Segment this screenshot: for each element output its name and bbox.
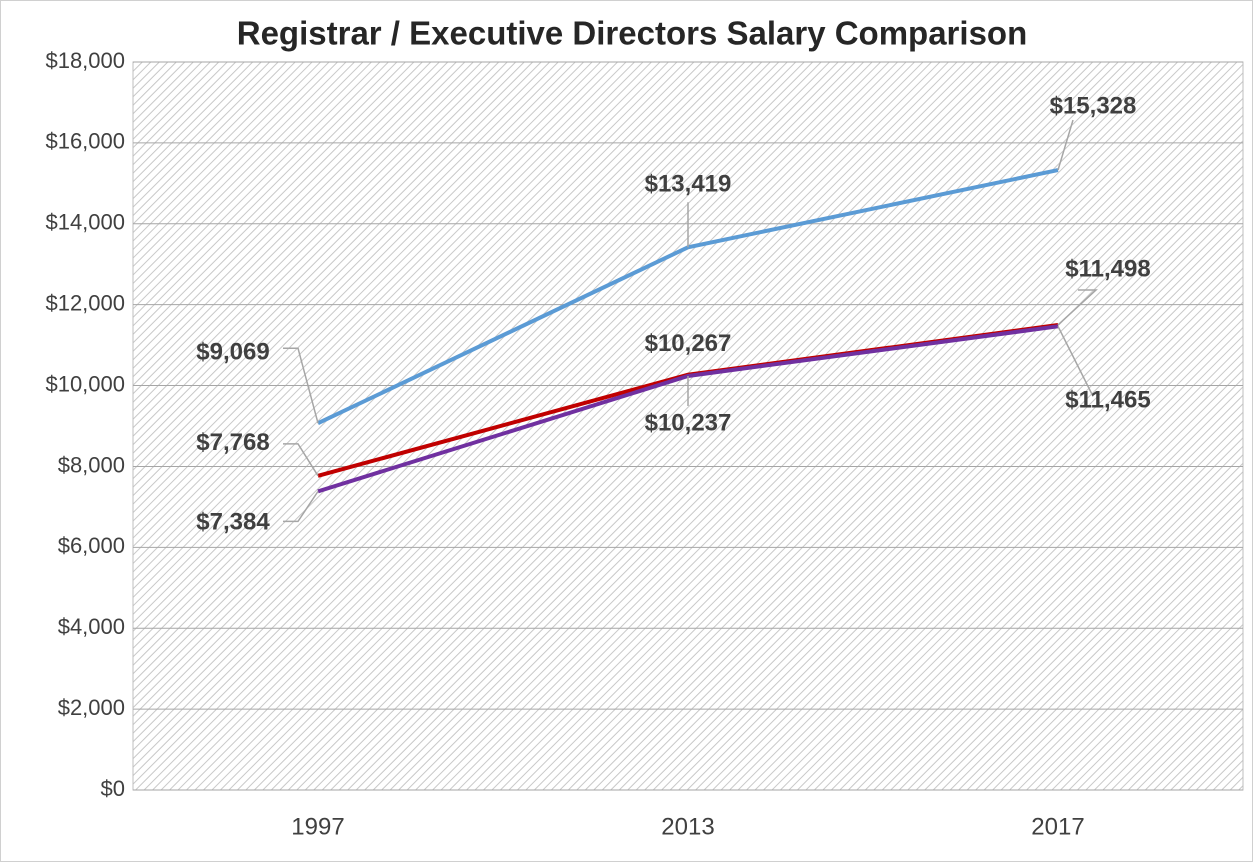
leader-line	[1057, 119, 1074, 171]
data-label: $7,384	[196, 509, 270, 536]
y-tick-label: $4,000	[58, 614, 125, 639]
y-tick-label: $10,000	[45, 371, 125, 396]
leader-line	[1057, 289, 1098, 326]
leader-line	[283, 490, 319, 523]
data-label: $11,465	[1065, 387, 1150, 414]
y-tick-label: $12,000	[45, 290, 125, 315]
leader-line	[1057, 325, 1094, 397]
y-tick-label: $18,000	[45, 48, 125, 73]
data-label: $10,237	[645, 409, 732, 436]
chart-title: Registrar / Executive Directors Salary C…	[237, 15, 1028, 52]
data-label: $9,069	[196, 339, 269, 366]
y-tick-label: $0	[101, 776, 125, 801]
x-tick-label: 2017	[1031, 813, 1084, 840]
data-label: $10,267	[645, 330, 732, 357]
leader-line	[283, 443, 319, 477]
y-tick-label: $8,000	[58, 452, 125, 477]
data-label: $7,768	[196, 429, 269, 456]
data-label: $11,498	[1065, 255, 1150, 282]
data-label: $15,328	[1050, 92, 1137, 119]
x-tick-label: 2013	[661, 813, 714, 840]
series-line	[317, 324, 1059, 494]
y-tick-label: $6,000	[58, 533, 125, 558]
plot-area	[132, 61, 1244, 791]
leader-line	[283, 347, 319, 424]
y-tick-label: $2,000	[58, 695, 125, 720]
y-tick-label: $16,000	[45, 129, 125, 154]
data-label: $13,419	[645, 171, 732, 198]
y-tick-label: $14,000	[45, 210, 125, 235]
x-tick-label: 1997	[291, 813, 344, 840]
